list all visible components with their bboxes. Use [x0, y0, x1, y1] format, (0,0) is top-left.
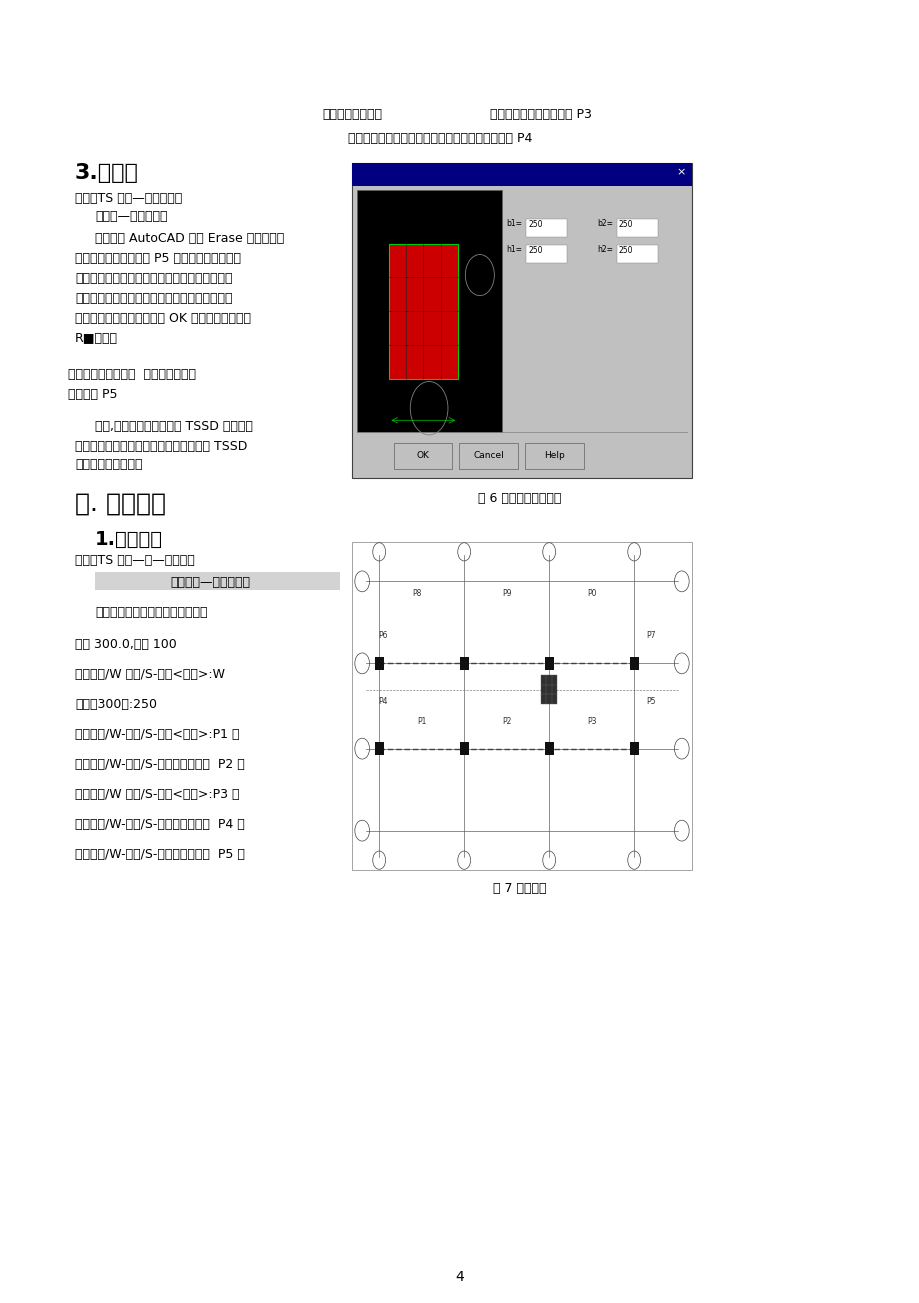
Text: 图 7 绘制地梁: 图 7 绘制地梁	[493, 882, 546, 895]
FancyBboxPatch shape	[526, 245, 567, 263]
Text: （梁平面—单轴画梁）: （梁平面—单轴画梁）	[170, 576, 250, 589]
FancyBboxPatch shape	[374, 743, 383, 756]
Text: 3.柱详图: 3.柱详图	[75, 163, 139, 182]
FancyBboxPatch shape	[388, 244, 458, 379]
Text: 请选择图形插入点：  错误！未找到引: 请选择图形插入点： 错误！未找到引	[68, 367, 196, 380]
FancyBboxPatch shape	[357, 190, 501, 433]
FancyBboxPatch shape	[629, 743, 638, 756]
Text: 点取轴线/W-梁宽/S-比例<退出>:P1 点: 点取轴线/W-梁宽/S-比例<退出>:P1 点	[75, 728, 239, 741]
Text: 梁宽 300.0,比例 100: 梁宽 300.0,比例 100	[75, 638, 176, 652]
FancyBboxPatch shape	[526, 219, 567, 237]
FancyBboxPatch shape	[393, 443, 451, 469]
Text: （柱子—矩形截面）: （柱子—矩形截面）	[95, 210, 167, 223]
Text: 用源。中 P5: 用源。中 P5	[68, 388, 118, 401]
Text: P9: P9	[502, 589, 511, 598]
Text: 点取文字位置＜退出＞：错误！未找到引用源。中 P4: 点取文字位置＜退出＞：错误！未找到引用源。中 P4	[347, 132, 532, 145]
Text: 误！未找到引用源。中 P5 处的柱子，然后点取: 误！未找到引用源。中 P5 处的柱子，然后点取	[75, 251, 241, 265]
Text: ×: ×	[675, 167, 685, 177]
FancyBboxPatch shape	[352, 163, 691, 478]
Text: 250: 250	[618, 246, 632, 255]
Text: P8: P8	[412, 589, 421, 598]
Text: 点取轴线/W-梁宽/S-比例《退出》：  P5 点: 点取轴线/W-梁宽/S-比例《退出》： P5 点	[75, 848, 244, 861]
FancyBboxPatch shape	[544, 743, 553, 756]
Text: OK: OK	[416, 451, 429, 460]
Text: 三. 布置地梁: 三. 布置地梁	[75, 493, 165, 516]
Text: P2: P2	[502, 717, 511, 726]
FancyBboxPatch shape	[617, 219, 657, 237]
Text: 点取轴线/W 梁宽/S-比例<退出>:W: 点取轴线/W 梁宽/S-比例<退出>:W	[75, 668, 225, 681]
FancyBboxPatch shape	[629, 657, 638, 670]
Text: Help: Help	[544, 451, 564, 460]
Text: 点取轴线/W-梁宽/S-比例＜退出＞：  P2 点: 点取轴线/W-梁宽/S-比例＜退出＞： P2 点	[75, 758, 244, 771]
Text: R■提示：: R■提示：	[75, 332, 118, 345]
Text: b2=: b2=	[596, 219, 612, 228]
FancyBboxPatch shape	[460, 743, 469, 756]
FancyBboxPatch shape	[352, 163, 691, 186]
FancyBboxPatch shape	[352, 542, 691, 870]
FancyBboxPatch shape	[459, 443, 517, 469]
Text: 闭编号和轴标选项后，点取 OK 按钮，命令不出疤: 闭编号和轴标选项后，点取 OK 按钮，命令不出疤	[75, 311, 251, 324]
FancyBboxPatch shape	[540, 675, 557, 704]
Text: P1: P1	[416, 717, 425, 726]
FancyBboxPatch shape	[460, 657, 469, 670]
Text: 中的梁线绘制功能。: 中的梁线绘制功能。	[75, 457, 142, 470]
Text: 至此,我们已经初步了解了 TSSD 软件中轴: 至此,我们已经初步了解了 TSSD 软件中轴	[95, 420, 253, 433]
Text: 点取轴线/W-梁宽/S-比例《退出》：  P4 点: 点取轴线/W-梁宽/S-比例《退出》： P4 点	[75, 818, 244, 831]
Text: P4: P4	[378, 697, 387, 706]
Text: 菜单。在菜单上点取命令后，出现错误！未找到: 菜单。在菜单上点取命令后，出现错误！未找到	[75, 272, 233, 285]
Text: 梁宽＜300＞:250: 梁宽＜300＞:250	[75, 698, 157, 711]
Text: 菜单：TS 构件—矩形柱截面: 菜单：TS 构件—矩形柱截面	[75, 192, 182, 205]
Text: 250: 250	[528, 246, 542, 255]
Text: h2=: h2=	[596, 245, 612, 254]
FancyBboxPatch shape	[374, 657, 383, 670]
Text: 250: 250	[528, 220, 542, 229]
Text: 点取要标注的点：: 点取要标注的点：	[322, 108, 381, 121]
Text: 250: 250	[618, 220, 632, 229]
Text: P3: P3	[586, 717, 596, 726]
Text: P0: P0	[586, 589, 596, 598]
Text: P7: P7	[646, 632, 655, 640]
Text: 菜单：TS 平面—梁—单轴画梁: 菜单：TS 平面—梁—单轴画梁	[75, 554, 195, 567]
Text: 网和柱子的功能，下面我们来进一步了解 TSSD: 网和柱子的功能，下面我们来进一步了解 TSSD	[75, 440, 247, 453]
Text: 错误！未找到引用源。中 P3: 错误！未找到引用源。中 P3	[490, 108, 591, 121]
FancyBboxPatch shape	[544, 657, 553, 670]
Text: 1.单轴画梁: 1.单轴画梁	[95, 530, 163, 549]
Text: 首先利用 AutoCAD 中的 Erase 命令擦除错: 首先利用 AutoCAD 中的 Erase 命令擦除错	[95, 232, 284, 245]
FancyBboxPatch shape	[525, 443, 584, 469]
Text: 4: 4	[455, 1270, 464, 1283]
FancyBboxPatch shape	[95, 572, 340, 590]
Text: P5: P5	[646, 697, 655, 706]
Text: 在菜单上点取命令后，命令行提示: 在菜单上点取命令后，命令行提示	[95, 606, 208, 619]
Text: 图 6 矩形柱截面对话框: 图 6 矩形柱截面对话框	[478, 493, 562, 506]
Text: P6: P6	[378, 632, 387, 640]
Text: h1=: h1=	[505, 245, 522, 254]
Text: b1=: b1=	[505, 219, 522, 228]
Text: 点取轴线/W 梁宽/S-比例<退出>:P3 点: 点取轴线/W 梁宽/S-比例<退出>:P3 点	[75, 788, 239, 801]
Text: 引用源。所示对话框：填写好相应的数据，并关: 引用源。所示对话框：填写好相应的数据，并关	[75, 292, 233, 305]
Text: Cancel: Cancel	[472, 451, 504, 460]
FancyBboxPatch shape	[617, 245, 657, 263]
